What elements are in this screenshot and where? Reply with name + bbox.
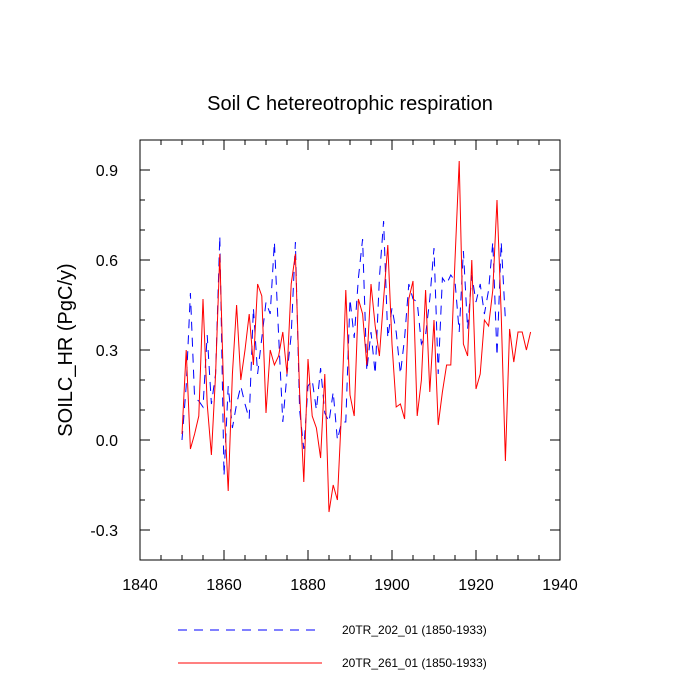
legend: 20TR_202_01 (1850-1933) 20TR_261_01 (185… [178, 623, 487, 670]
chart-title: Soil C hetereotrophic respiration [207, 93, 493, 115]
y-axis-label: SOILC_HR (PgC/y) [55, 263, 77, 436]
x-tick-label: 1880 [290, 577, 326, 594]
y-tick-label: 0.9 [96, 163, 118, 180]
y-tick-label: 0.6 [96, 253, 118, 270]
x-tick-label: 1840 [122, 577, 158, 594]
series-line-202 [181, 220, 506, 477]
y-tick-label: 0.0 [96, 433, 118, 450]
x-tick-label: 1860 [206, 577, 242, 594]
y-tick-label: -0.3 [90, 523, 118, 540]
x-tick-label: 1940 [542, 577, 578, 594]
y-tick-labels: -0.3 0.0 0.3 0.6 0.9 [90, 163, 118, 540]
y-tick-label: 0.3 [96, 343, 118, 360]
series-layer [181, 160, 532, 513]
x-tick-label: 1900 [374, 577, 410, 594]
x-tick-label: 1920 [458, 577, 494, 594]
series-line-261 [181, 160, 532, 513]
x-tick-labels: 1840 1860 1880 1900 1920 1940 [122, 577, 578, 594]
axis-ticks [139, 139, 561, 561]
legend-label-202: 20TR_202_01 (1850-1933) [342, 623, 487, 637]
legend-label-261: 20TR_261_01 (1850-1933) [342, 656, 487, 670]
